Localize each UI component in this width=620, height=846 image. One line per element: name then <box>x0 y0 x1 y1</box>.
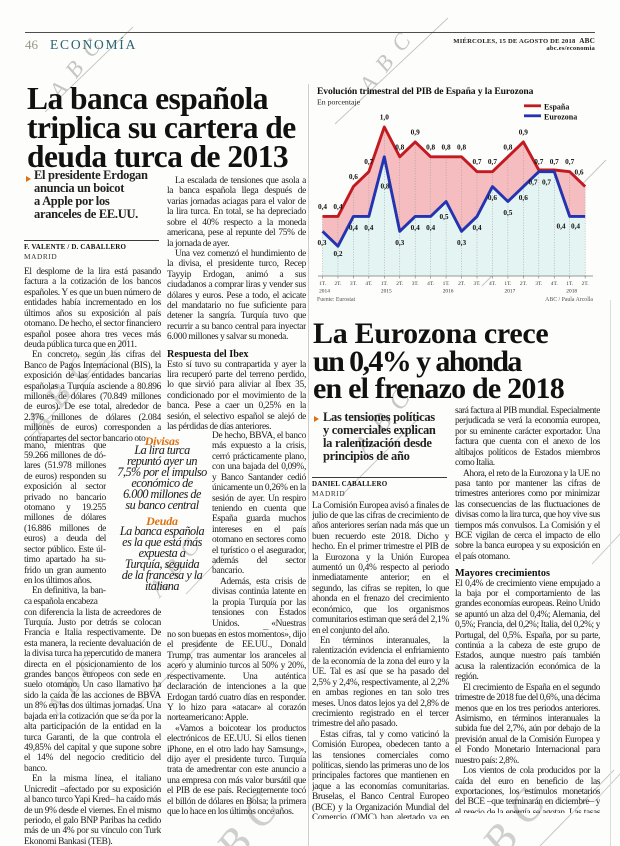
svg-text:0,7: 0,7 <box>488 157 497 166</box>
svg-text:4T.: 4T. <box>427 281 434 287</box>
svg-text:0,5: 0,5 <box>503 208 512 217</box>
svg-text:0,3: 0,3 <box>317 238 326 247</box>
svg-text:0,8: 0,8 <box>426 142 435 151</box>
svg-text:4T.: 4T. <box>489 281 496 287</box>
svg-text:3T.: 3T. <box>535 281 542 287</box>
svg-text:1T.: 1T. <box>504 281 511 287</box>
svg-text:Evolución trimestral del PIB d: Evolución trimestral del PIB de España y… <box>317 86 534 97</box>
svg-text:2014: 2014 <box>319 289 330 295</box>
svg-text:1T.: 1T. <box>381 281 388 287</box>
svg-text:0,4: 0,4 <box>318 202 327 211</box>
svg-text:ABC / Paula Arcolla: ABC / Paula Arcolla <box>545 297 593 303</box>
svg-text:2016: 2016 <box>443 289 454 295</box>
svg-text:2T.: 2T. <box>582 281 589 287</box>
svg-text:0,7: 0,7 <box>364 157 373 166</box>
svg-text:0,9: 0,9 <box>411 127 420 136</box>
svg-text:2T.: 2T. <box>520 281 527 287</box>
svg-text:0,7: 0,7 <box>550 157 559 166</box>
svg-text:0,6: 0,6 <box>349 172 358 181</box>
svg-text:1T.: 1T. <box>319 281 326 287</box>
svg-text:0,8: 0,8 <box>442 142 451 151</box>
svg-text:1T.: 1T. <box>443 281 450 287</box>
svg-text:0,5: 0,5 <box>439 212 448 221</box>
svg-text:2018: 2018 <box>566 289 577 295</box>
svg-text:3T.: 3T. <box>474 281 481 287</box>
svg-text:1,0: 1,0 <box>380 113 389 122</box>
svg-text:0,4: 0,4 <box>364 223 373 232</box>
svg-text:1T.: 1T. <box>566 281 573 287</box>
svg-text:0,4: 0,4 <box>556 222 565 231</box>
svg-text:0,4: 0,4 <box>472 223 481 232</box>
svg-text:0,9: 0,9 <box>519 127 528 136</box>
svg-text:0,6: 0,6 <box>574 168 583 177</box>
svg-text:0,8: 0,8 <box>380 182 389 191</box>
svg-text:3T.: 3T. <box>350 281 357 287</box>
svg-text:2015: 2015 <box>381 289 392 295</box>
svg-text:4T.: 4T. <box>365 281 372 287</box>
svg-text:0,4: 0,4 <box>571 222 580 231</box>
svg-text:2T.: 2T. <box>458 281 465 287</box>
svg-text:0,3: 0,3 <box>395 238 404 247</box>
svg-text:0,8: 0,8 <box>395 142 404 151</box>
svg-text:4T.: 4T. <box>551 281 558 287</box>
svg-text:2017: 2017 <box>505 289 516 295</box>
svg-text:0,7: 0,7 <box>472 157 481 166</box>
svg-text:0,4: 0,4 <box>411 223 420 232</box>
svg-text:0,8: 0,8 <box>457 142 466 151</box>
svg-text:0,7: 0,7 <box>542 178 551 187</box>
svg-text:2T.: 2T. <box>334 281 341 287</box>
svg-text:Eurozona: Eurozona <box>544 113 577 122</box>
svg-text:0,4: 0,4 <box>426 223 435 232</box>
svg-text:0,7: 0,7 <box>534 157 543 166</box>
svg-text:0,4: 0,4 <box>333 202 342 211</box>
svg-text:0,7: 0,7 <box>565 157 574 166</box>
svg-text:Fuente: Eurostat: Fuente: Eurostat <box>317 297 356 303</box>
svg-text:0,8: 0,8 <box>503 142 512 151</box>
svg-text:0,4: 0,4 <box>349 223 358 232</box>
svg-text:España: España <box>544 103 569 112</box>
svg-text:En porcentaje: En porcentaje <box>317 98 361 107</box>
svg-text:0,2: 0,2 <box>333 249 342 258</box>
svg-text:2T.: 2T. <box>396 281 403 287</box>
svg-text:0,3: 0,3 <box>457 238 466 247</box>
svg-text:0,7: 0,7 <box>528 178 537 187</box>
svg-text:3T.: 3T. <box>412 281 419 287</box>
svg-text:0,6: 0,6 <box>488 193 497 202</box>
svg-text:0,6: 0,6 <box>519 193 528 202</box>
